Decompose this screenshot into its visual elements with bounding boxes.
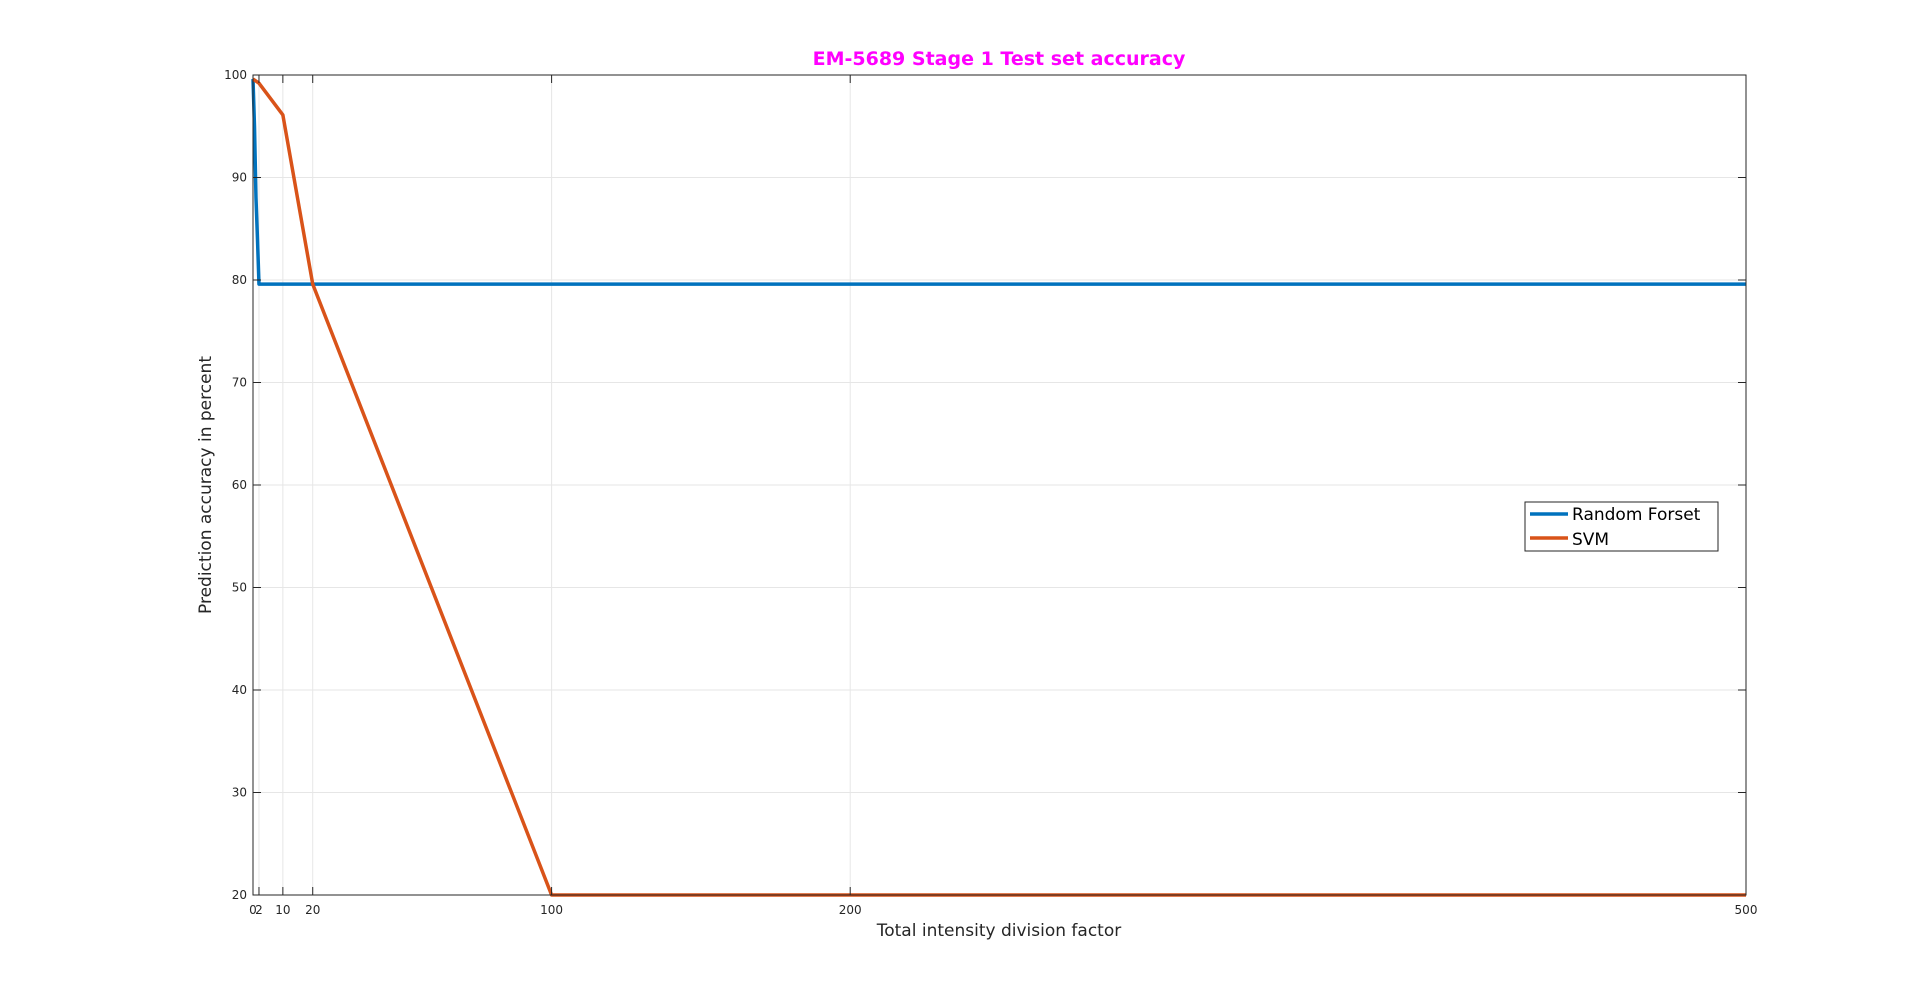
axis-ticks: 20 30 40 50 60 70 80 90 100 02 10 20 100 200 500 <box>224 68 1757 917</box>
legend-label-svm: SVM <box>1572 530 1609 550</box>
legend-box <box>1524 501 1719 552</box>
y-tick-label: 100 <box>224 68 247 82</box>
y-tick-label: 40 <box>232 683 247 697</box>
x-tick-label: 100 <box>540 903 563 917</box>
x-tick-label: 10 <box>275 903 290 917</box>
chart-title: EM-5689 Stage 1 Test set accuracy <box>813 48 1186 70</box>
y-tick-label: 30 <box>232 786 247 800</box>
x-tick-label: 0 <box>249 903 257 917</box>
series-line-random-forset <box>251 79 1746 286</box>
y-tick-label: 20 <box>232 888 247 902</box>
legend-label-random-forset: Random Forset <box>1572 505 1701 525</box>
y-tick-label: 70 <box>232 376 247 390</box>
y-tick-label: 90 <box>232 171 247 185</box>
x-axis-label: Total intensity division factor <box>876 921 1121 941</box>
x-tick-label: 200 <box>839 903 862 917</box>
y-tick-label: 80 <box>232 273 247 287</box>
x-tick-label: 2 <box>255 903 263 917</box>
x-tick-label: 20 <box>305 903 320 917</box>
y-tick-label: 60 <box>232 478 247 492</box>
x-tick-label: 500 <box>1735 903 1758 917</box>
y-tick-label: 50 <box>232 581 247 595</box>
legend: Random Forset SVM <box>1524 501 1719 552</box>
y-axis-label: Prediction accuracy in percent <box>196 356 216 614</box>
